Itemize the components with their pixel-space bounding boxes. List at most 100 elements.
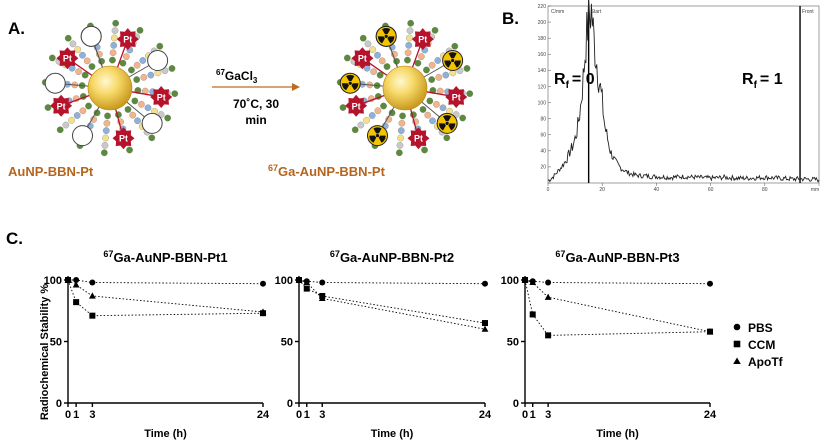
chart-title-isotope: 67 (330, 249, 340, 259)
ligand-bead (102, 127, 110, 134)
condition-line-1: 70˚C, 30 (233, 97, 279, 111)
y-tick-label: 50 (50, 337, 62, 349)
ligand-bead (395, 149, 403, 157)
rf1-value: = 1 (760, 71, 783, 88)
radioactive-center (451, 58, 455, 63)
ligand-bead (134, 117, 141, 125)
chelator-linker (94, 45, 103, 68)
front-label: Front (802, 9, 814, 15)
ligand-bead (363, 116, 370, 124)
point-apotf (318, 294, 326, 302)
chart-title-text: Ga-AuNP-BBN-Pt3 (565, 250, 679, 265)
chelator-linker (128, 65, 150, 78)
legend: PBS CCM ApoTf (733, 321, 784, 369)
point-apotf (64, 276, 72, 283)
radioactive-blade (346, 75, 355, 81)
radioactive-blade (443, 115, 452, 122)
ligand-bead (168, 65, 176, 72)
chromatogram-axes: 20 40 60 80 100 120 140 160 180 200 220 0 20 40 60 80 mm (538, 4, 820, 193)
ligand-bead (103, 119, 111, 127)
point-apotf (521, 276, 529, 283)
y-tick-label: 100 (501, 275, 519, 287)
reagent-main: GaCl (225, 69, 253, 83)
chelator-ring (80, 25, 102, 47)
ligand-bead (398, 119, 406, 127)
legend-ccm-label: CCM (748, 338, 775, 352)
chromatogram-trace (547, 0, 820, 183)
x-axis-label: Time (h) (371, 428, 414, 440)
pt-label: Pt (452, 93, 461, 103)
ligand-bead (397, 127, 405, 134)
series-line-ccm (298, 279, 486, 324)
ligand-bead (111, 34, 118, 42)
ligand-bead (414, 59, 422, 67)
product-isotope-sup: 67 (268, 163, 278, 173)
ligand-bead (397, 134, 404, 142)
series-line-apotf (67, 279, 264, 313)
reagent-sup: 67 (216, 68, 225, 77)
x-tick-label: 3 (89, 409, 95, 421)
radioactive-center (384, 34, 388, 38)
radioactive-blade (351, 83, 359, 91)
pt-star-icon (112, 127, 135, 150)
legend-apotf-marker (733, 357, 741, 364)
series-line-ccm (524, 279, 711, 336)
ligand-bead (383, 63, 391, 70)
stability-chart-3: 67Ga-AuNP-BBN-Pt3 0 50 100 0 1 3 24 Time (h) (501, 249, 717, 440)
point-apotf (72, 281, 80, 288)
rf0-label: Rf = 0 (554, 71, 595, 91)
x-tick-label: 60 (708, 187, 714, 193)
chelator-ring (44, 72, 66, 94)
ligand-bead (124, 106, 132, 113)
point-apotf (259, 308, 267, 315)
point-ccm (482, 320, 488, 327)
point-apotf (295, 276, 303, 283)
series-line-pbs (298, 279, 486, 285)
x-tick-label: 0 (547, 187, 550, 193)
chelator-linker (382, 106, 395, 128)
radioactive-blade (369, 135, 377, 143)
ligand-bead (109, 56, 116, 64)
radioactive-center (445, 121, 449, 125)
ligand-bead (73, 112, 81, 119)
panel-c: C. Radiochemical Stability % 67Ga-AuNP-B… (6, 229, 784, 440)
y-tick-label: 50 (281, 337, 293, 349)
rf1-r: R (742, 71, 754, 88)
ligand-bead (421, 146, 428, 154)
pt-star-icon (351, 47, 374, 70)
chromatogram-frame (547, 5, 820, 184)
ligand-bead (357, 121, 365, 129)
ligand-bead (133, 76, 141, 83)
ligand-bead (368, 112, 376, 119)
start-label: Start (591, 9, 602, 15)
ligand-bead (44, 104, 52, 111)
radioactive-blade (342, 83, 349, 91)
legend-apotf-label: ApoTf (748, 355, 784, 369)
pt-star-icon (445, 86, 468, 108)
x-tick-label: 0 (522, 409, 528, 421)
ligand-bead (56, 126, 64, 134)
ligand-bead (64, 34, 72, 42)
chart-title-text: Ga-AuNP-BBN-Pt1 (113, 250, 227, 265)
ligand-bead (131, 97, 139, 105)
y-tick-label: 220 (538, 4, 547, 10)
reaction-arrow-head (292, 83, 300, 91)
point-ccm (303, 285, 310, 292)
chart-title: 67Ga-AuNP-BBN-Pt1 (103, 249, 227, 265)
x-tick-label: 24 (479, 409, 492, 421)
radioactive-blade (373, 127, 382, 134)
ligand-bead (399, 112, 406, 120)
x-tick-label: mm (811, 187, 819, 193)
x-tick-label: 3 (319, 409, 325, 421)
ligand-bead (419, 106, 427, 113)
x-tick-label: 40 (654, 187, 660, 193)
ligand-bead (466, 90, 474, 98)
ligand-bead (156, 42, 164, 50)
x-tick-label: 80 (762, 187, 768, 193)
chart-title-text: Ga-AuNP-BBN-Pt2 (340, 250, 454, 265)
y-tick-label: 200 (538, 20, 547, 26)
ligand-bead (406, 34, 413, 42)
chart-title: 67Ga-AuNP-BBN-Pt2 (330, 249, 454, 265)
ligand-bead (88, 63, 96, 70)
